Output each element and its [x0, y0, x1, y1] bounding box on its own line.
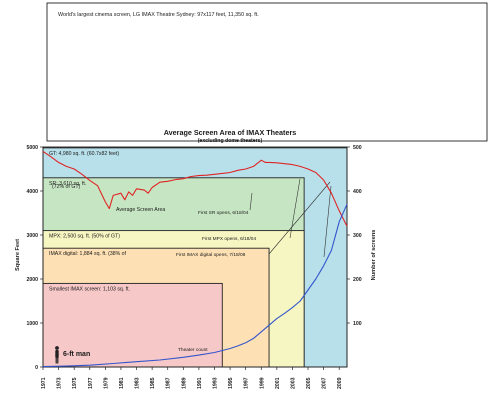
chart-subtitle: (excluding dome theaters)	[198, 138, 263, 144]
annotation-leader-lines	[249, 178, 332, 258]
y-left-tick-label-2: 2000	[26, 277, 38, 283]
leader-line-2	[268, 181, 331, 255]
data-series	[42, 150, 348, 368]
y-left-tick-label-0: 0	[35, 365, 38, 371]
y-right-tick-label-4: 500	[353, 145, 362, 151]
first-sr-opens-label: First SR opens, 6/18/04	[198, 210, 249, 216]
y-right-tick-label-1: 200	[353, 277, 362, 283]
six-foot-man-icon	[55, 346, 59, 364]
screen-size-boxes: GT: 4,980 sq. ft. (60.7x82 feet) SR: 3,61…	[42, 147, 348, 368]
x-tick-label-6: 1983	[135, 377, 141, 389]
x-tick-label-14: 1999	[259, 377, 265, 389]
x-tick-label-2: 1975	[72, 377, 78, 389]
first-mpx-opens-label: First MPX opens, 6/18/04	[202, 236, 256, 242]
y-left-tick-label-5: 5000	[26, 145, 38, 151]
y-right-tick-label-2: 300	[353, 233, 362, 239]
y-right-tick-label-0: 100	[353, 321, 362, 327]
screen-box-label-4: Smallest IMAX screen: 1,103 sq. ft.	[49, 286, 130, 292]
leader-line-3	[323, 185, 332, 258]
screen-box-label-0: GT: 4,980 sq. ft. (60.7x82 feet)	[49, 151, 119, 157]
chart-title: Average Screen Area of IMAX Theaters	[164, 128, 297, 137]
series-line-1	[42, 203, 348, 368]
x-tick-label-9: 1989	[181, 377, 187, 389]
plot-border	[42, 146, 348, 368]
x-tick-label-12: 1995	[228, 377, 234, 389]
y-left-tick-label-1: 1000	[26, 321, 38, 327]
leader-line-1	[289, 178, 301, 239]
screen-box-label-1: SR: 3,610 sq. ft.	[49, 181, 86, 187]
x-tick-label-10: 1991	[197, 377, 203, 389]
screen-box-label-3: IMAX digital: 1,884 sq. ft. (38% of	[49, 251, 127, 257]
x-tick-label-1: 1973	[57, 377, 63, 389]
x-tick-label-3: 1977	[88, 377, 94, 389]
x-tick-label-11: 1993	[212, 377, 218, 389]
x-tick-label-18: 2007	[322, 377, 328, 389]
theater-count-label: Theater count	[178, 347, 208, 353]
x-tick-label-4: 1979	[103, 377, 109, 389]
x-tick-label-17: 2005	[306, 377, 312, 389]
x-tick-label-19: 2009	[337, 377, 343, 389]
six-foot-man-label: 6-ft man	[63, 351, 90, 358]
avg-screen-area-label: Average Screen Area	[116, 207, 165, 213]
largest-screen-box	[46, 2, 488, 142]
x-tick-label-13: 1997	[244, 377, 250, 389]
x-tick-label-16: 2003	[290, 377, 296, 389]
sr-box-label-2: (72% of GT)	[52, 184, 81, 190]
x-tick-label-8: 1987	[166, 377, 172, 389]
axes: 0 1000 2000 3000 4000 5000 100 200 300 400 500 1971…	[26, 145, 361, 389]
x-tick-label-0: 1971	[41, 377, 47, 389]
screen-box-4	[42, 282, 223, 368]
first-digital-opens-label: First IMAX digital opens, 7/18/08	[176, 252, 246, 258]
x-tick-label-7: 1985	[150, 377, 156, 389]
y-axis-right-label: Number of screens	[371, 230, 377, 281]
x-tick-label-5: 1981	[119, 377, 125, 389]
y-axis-left-label: Square Feet	[15, 239, 21, 271]
screen-box-label-2: MPX: 2,500 sq. ft. (50% of GT)	[49, 234, 120, 240]
y-left-tick-label-3: 3000	[26, 233, 38, 239]
series-line-0	[42, 150, 348, 227]
x-tick-label-15: 2001	[275, 377, 281, 389]
largest-screen-note: World's largest cinema screen, LG IMAX T…	[58, 12, 259, 18]
y-left-tick-label-4: 4000	[26, 189, 38, 195]
plot-frame	[42, 146, 348, 368]
y-right-tick-label-3: 400	[353, 189, 362, 195]
leader-line-0	[249, 192, 253, 211]
